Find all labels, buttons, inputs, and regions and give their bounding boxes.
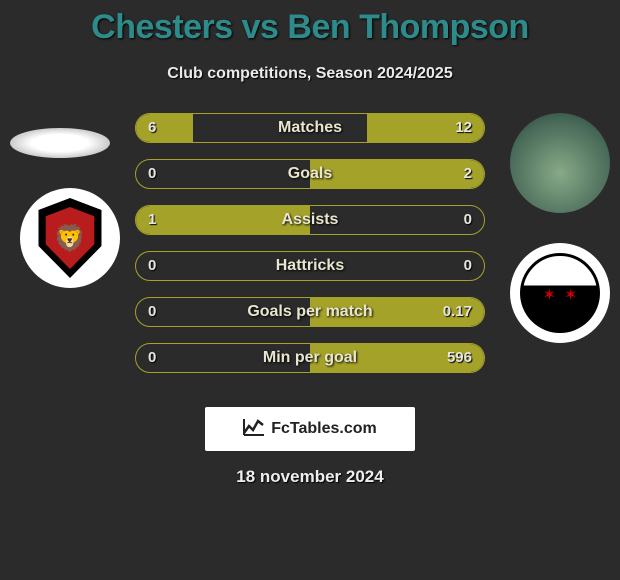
stat-label: Assists [136, 206, 484, 233]
subtitle: Club competitions, Season 2024/2025 [0, 65, 620, 83]
date-label: 18 november 2024 [0, 467, 620, 487]
page-title: Chesters vs Ben Thompson [0, 0, 620, 47]
lion-icon: 🦁 [43, 207, 97, 269]
brand-badge[interactable]: FcTables.com [205, 407, 415, 451]
player-right-avatar [510, 113, 610, 213]
player-left-club-badge: 🦁 [20, 188, 120, 288]
stat-label: Min per goal [136, 344, 484, 371]
stat-row: 00.17Goals per match [135, 297, 485, 327]
stats-area: 🦁 ✶✶ 612Matches02Goals10Assists00Hattric… [0, 113, 620, 393]
stat-label: Goals per match [136, 298, 484, 325]
brand-text: FcTables.com [271, 420, 377, 438]
crest-detail-icon: ✶ [564, 285, 577, 305]
stat-row: 0596Min per goal [135, 343, 485, 373]
stat-label: Hattricks [136, 252, 484, 279]
stat-row: 02Goals [135, 159, 485, 189]
stat-label: Matches [136, 114, 484, 141]
comparison-card: Chesters vs Ben Thompson Club competitio… [0, 0, 620, 580]
player-right-club-badge: ✶✶ [510, 243, 610, 343]
crest-detail-icon: ✶ [543, 285, 556, 305]
stat-row: 612Matches [135, 113, 485, 143]
stat-bars: 612Matches 02Goals 10Assists 00Hattricks 00.… [135, 113, 485, 389]
player-left-avatar [10, 128, 110, 158]
stat-label: Goals [136, 160, 484, 187]
stat-row: 10Assists [135, 205, 485, 235]
stat-row: 00Hattricks [135, 251, 485, 281]
chart-line-icon [243, 418, 265, 441]
